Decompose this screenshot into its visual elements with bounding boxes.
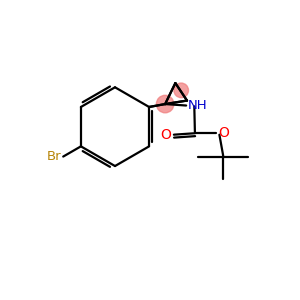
- Circle shape: [156, 95, 174, 113]
- Circle shape: [174, 83, 188, 98]
- Text: O: O: [218, 126, 229, 140]
- Text: O: O: [161, 128, 172, 142]
- Text: NH: NH: [188, 99, 208, 112]
- Text: Br: Br: [46, 150, 61, 163]
